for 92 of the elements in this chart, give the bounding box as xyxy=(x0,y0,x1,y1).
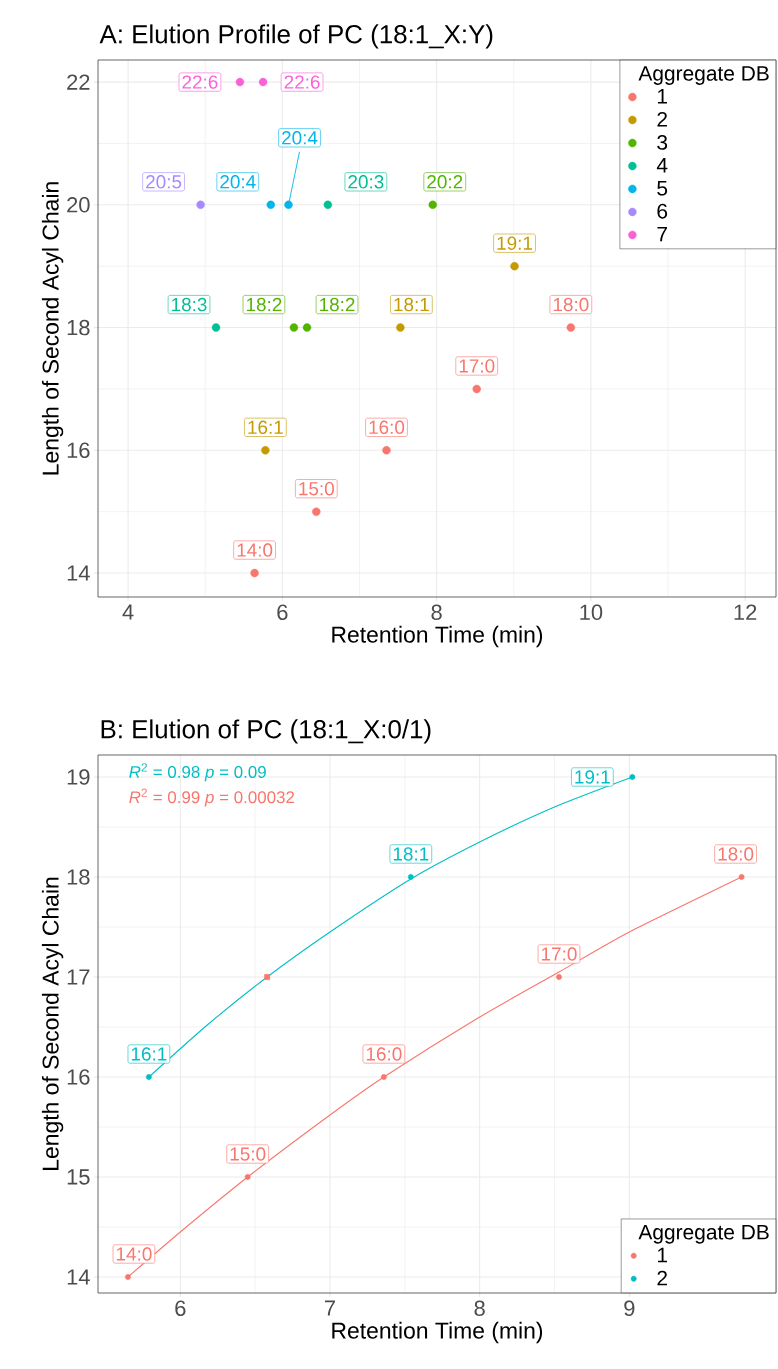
data-label: 20:4 xyxy=(220,175,256,189)
data-label: 16:1 xyxy=(131,1047,167,1061)
data-label: 14:0 xyxy=(116,1247,152,1261)
point xyxy=(380,1074,387,1080)
data-label: 19:1 xyxy=(497,236,533,250)
y-axis-title: Length of Second Acyl Chain xyxy=(41,877,64,1170)
data-label: 20:2 xyxy=(427,175,463,189)
legend-label: 2 xyxy=(657,111,667,127)
point xyxy=(145,1074,152,1080)
x-tick-label: 4 xyxy=(122,604,134,620)
point xyxy=(266,200,275,210)
data-label: 17:0 xyxy=(542,947,577,961)
point xyxy=(284,200,293,210)
point xyxy=(323,200,333,210)
point xyxy=(472,384,481,394)
data-label: 16:0 xyxy=(366,1047,402,1061)
point xyxy=(261,446,270,455)
point xyxy=(382,446,391,455)
data-label: 19:1 xyxy=(575,770,610,784)
x-tick-label: 8 xyxy=(431,604,442,621)
x-tick-label: 10 xyxy=(580,604,603,621)
legend-label: 4 xyxy=(656,158,668,173)
y-tick-label: 17 xyxy=(67,969,90,985)
point xyxy=(258,77,268,87)
point xyxy=(235,77,245,87)
point xyxy=(302,323,312,332)
chart-title: A: Elution Profile of PC (18:1_X:Y) xyxy=(99,24,493,49)
legend-label: 1 xyxy=(657,89,667,104)
point xyxy=(556,974,562,980)
point xyxy=(244,1174,251,1180)
x-tick-label: 9 xyxy=(624,1300,635,1317)
point xyxy=(250,568,259,578)
legend-label: 6 xyxy=(657,203,668,219)
point xyxy=(510,262,519,271)
y-tick-label: 15 xyxy=(67,1169,90,1185)
data-label: 20:5 xyxy=(146,175,182,189)
data-label: 15:0 xyxy=(230,1147,266,1161)
legend-label: 7 xyxy=(657,226,667,242)
legend-label: 1 xyxy=(657,1247,667,1263)
data-label: 18:2 xyxy=(320,297,355,312)
legend-label: 5 xyxy=(657,180,668,196)
y-tick-label: 14 xyxy=(67,565,90,581)
data-label: 17:0 xyxy=(459,359,495,373)
data-label: 18:0 xyxy=(553,297,589,312)
legend-label: 2 xyxy=(657,1270,667,1286)
x-axis-title: Retention Time (min) xyxy=(332,625,543,648)
legend-label: 3 xyxy=(657,135,668,150)
y-tick-label: 14 xyxy=(67,1269,90,1285)
data-label: 14:0 xyxy=(237,543,273,557)
point xyxy=(125,1274,131,1280)
x-tick-label: 8 xyxy=(474,1300,485,1317)
point xyxy=(738,874,745,880)
annotation: R$^{2}$ = 0.98 p = 0.09 xyxy=(129,763,266,782)
data-label: 22:6 xyxy=(182,75,218,89)
x-axis-title: Retention Time (min) xyxy=(332,1321,543,1344)
y-tick-label: 16 xyxy=(67,442,90,459)
chart-title: B: Elution of PC (18:1_X:0/1) xyxy=(101,719,431,744)
y-axis-title: Length of Second Acyl Chain xyxy=(41,182,64,475)
data-label: 15:0 xyxy=(299,481,334,496)
data-label: 18:2 xyxy=(246,297,282,312)
point xyxy=(396,323,405,332)
data-label: 16:0 xyxy=(369,420,405,435)
y-tick-label: 16 xyxy=(67,1069,90,1085)
y-tick-label: 20 xyxy=(67,197,90,213)
y-tick-label: 22 xyxy=(67,74,90,90)
data-label: 16:1 xyxy=(248,420,283,435)
point xyxy=(566,323,576,332)
point xyxy=(289,323,299,332)
point xyxy=(196,200,205,210)
x-tick-label: 7 xyxy=(325,1300,335,1316)
point xyxy=(629,774,636,780)
legend-title: Aggregate DB xyxy=(638,1224,769,1244)
point xyxy=(407,874,414,880)
data-label: 18:3 xyxy=(172,297,207,312)
data-label: 20:4 xyxy=(282,131,318,145)
data-label: 22:6 xyxy=(284,75,320,89)
x-tick-label: 12 xyxy=(734,604,757,620)
data-label: 18:1 xyxy=(393,847,429,861)
data-label: 20:3 xyxy=(348,175,384,189)
annotation: R$^{2}$ = 0.99 p = 0.00032 xyxy=(129,788,295,807)
y-tick-label: 19 xyxy=(67,769,90,785)
data-label: 18:1 xyxy=(394,297,429,312)
y-tick-label: 18 xyxy=(67,319,90,336)
point xyxy=(312,507,321,516)
point xyxy=(211,323,221,332)
point xyxy=(264,974,271,980)
y-tick-label: 18 xyxy=(67,869,90,885)
x-tick-label: 6 xyxy=(277,604,288,621)
x-tick-label: 6 xyxy=(175,1300,186,1317)
point xyxy=(428,200,437,210)
data-label: 18:0 xyxy=(718,847,754,861)
legend-title: Aggregate DB xyxy=(638,66,769,85)
